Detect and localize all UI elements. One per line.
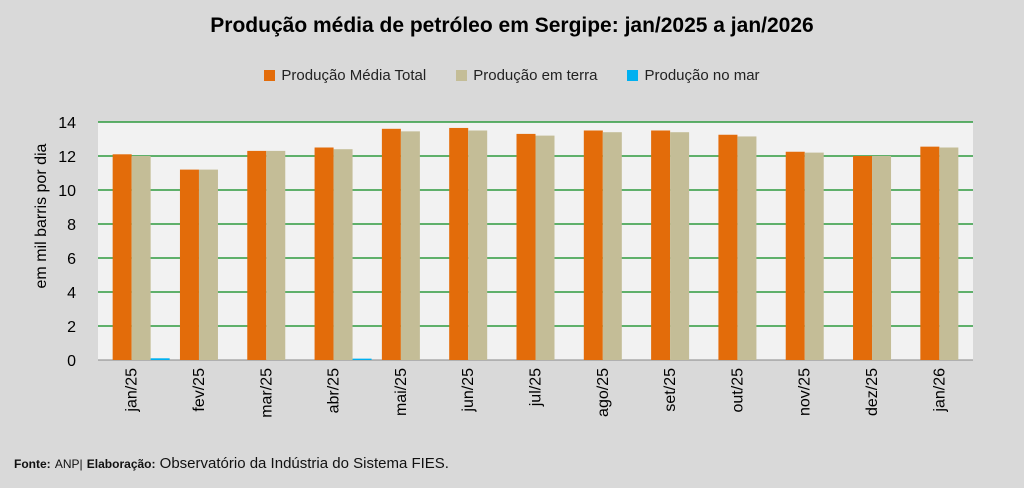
chart-legend: Produção Média Total Produção em terra P… bbox=[0, 67, 1024, 84]
chart-title: Produção média de petróleo em Sergipe: j… bbox=[210, 14, 814, 37]
x-tick-labels: jan/25 fev/25 mar/25 abr/25 mai/25 jun/25 jul/… bbox=[124, 368, 949, 418]
footer-fonte-label: Fonte: bbox=[14, 457, 51, 471]
x-tick-label: fev/25 bbox=[191, 368, 208, 412]
legend-label-total: Produção Média Total bbox=[281, 67, 427, 84]
x-tick-label: mai/25 bbox=[393, 368, 410, 416]
y-tick-label: 6 bbox=[67, 251, 76, 268]
bars bbox=[112, 127, 959, 360]
legend-label-terra: Produção em terra bbox=[473, 67, 598, 84]
bar-total bbox=[112, 154, 132, 360]
bar-total bbox=[314, 147, 334, 360]
bar-total bbox=[785, 151, 805, 360]
x-tick-label: mar/25 bbox=[258, 368, 275, 418]
footer-elaboracao-label: Elaboração: bbox=[86, 457, 156, 471]
bar-total bbox=[247, 150, 267, 360]
bar-total bbox=[449, 127, 469, 360]
y-tick-label: 8 bbox=[67, 217, 76, 234]
legend-item-total: Produção Média Total bbox=[264, 67, 426, 84]
x-tick-label: jan/26 bbox=[931, 368, 948, 413]
legend-item-mar: Produção no mar bbox=[627, 67, 760, 84]
bar-terra bbox=[266, 150, 286, 360]
bar-mar bbox=[150, 358, 170, 360]
footer: Fonte: ANP| Elaboração: Observatório da … bbox=[14, 455, 449, 472]
bar-terra bbox=[872, 156, 892, 360]
bar-terra bbox=[198, 169, 218, 360]
bar-terra bbox=[804, 152, 824, 360]
x-tick-label: out/25 bbox=[729, 368, 746, 413]
bar-total bbox=[718, 134, 738, 360]
bar-terra bbox=[602, 132, 622, 360]
x-tick-label: dez/25 bbox=[864, 368, 881, 416]
bar-terra bbox=[535, 135, 555, 360]
y-tick-label: 12 bbox=[58, 149, 76, 166]
legend-swatch-terra bbox=[456, 70, 468, 81]
y-axis-label: em mil barris por dia bbox=[33, 143, 50, 288]
x-tick-label: abr/25 bbox=[326, 368, 343, 413]
y-tick-label: 2 bbox=[67, 319, 76, 336]
y-tick-label: 0 bbox=[67, 353, 76, 370]
y-tick-labels: 0 2 4 6 8 10 12 14 bbox=[58, 115, 76, 370]
bar-total bbox=[516, 133, 536, 360]
x-tick-label: set/25 bbox=[662, 368, 679, 412]
legend-swatch-mar bbox=[627, 70, 639, 81]
x-tick-label: nov/25 bbox=[797, 368, 814, 416]
bar-terra bbox=[939, 147, 959, 360]
y-tick-label: 14 bbox=[58, 115, 76, 132]
y-tick-label: 10 bbox=[58, 183, 76, 200]
footer-elaboracao-value: Observatório da Indústria do Sistema FIE… bbox=[159, 455, 449, 472]
y-tick-label: 4 bbox=[67, 285, 76, 302]
legend-item-terra: Produção em terra bbox=[456, 67, 597, 84]
bar-mar bbox=[352, 358, 372, 360]
x-tick-label: jul/25 bbox=[528, 368, 545, 407]
bar-total bbox=[179, 169, 199, 360]
footer-fonte-value: ANP| bbox=[54, 457, 83, 471]
x-tick-label: ago/25 bbox=[595, 368, 612, 417]
bar-total bbox=[920, 146, 940, 360]
bar-total bbox=[853, 156, 873, 360]
bar-terra bbox=[400, 131, 420, 360]
bar-total bbox=[583, 130, 603, 360]
bar-total bbox=[651, 130, 671, 360]
x-tick-label: jun/25 bbox=[460, 368, 477, 413]
x-tick-label: jan/25 bbox=[124, 368, 141, 413]
bar-total bbox=[381, 128, 401, 360]
bar-terra bbox=[737, 136, 757, 360]
legend-swatch-total bbox=[264, 70, 276, 81]
bar-terra bbox=[670, 132, 690, 360]
legend-label-mar: Produção no mar bbox=[644, 67, 760, 84]
bar-terra bbox=[131, 156, 151, 360]
bar-terra bbox=[333, 149, 353, 360]
bar-terra bbox=[468, 130, 488, 360]
